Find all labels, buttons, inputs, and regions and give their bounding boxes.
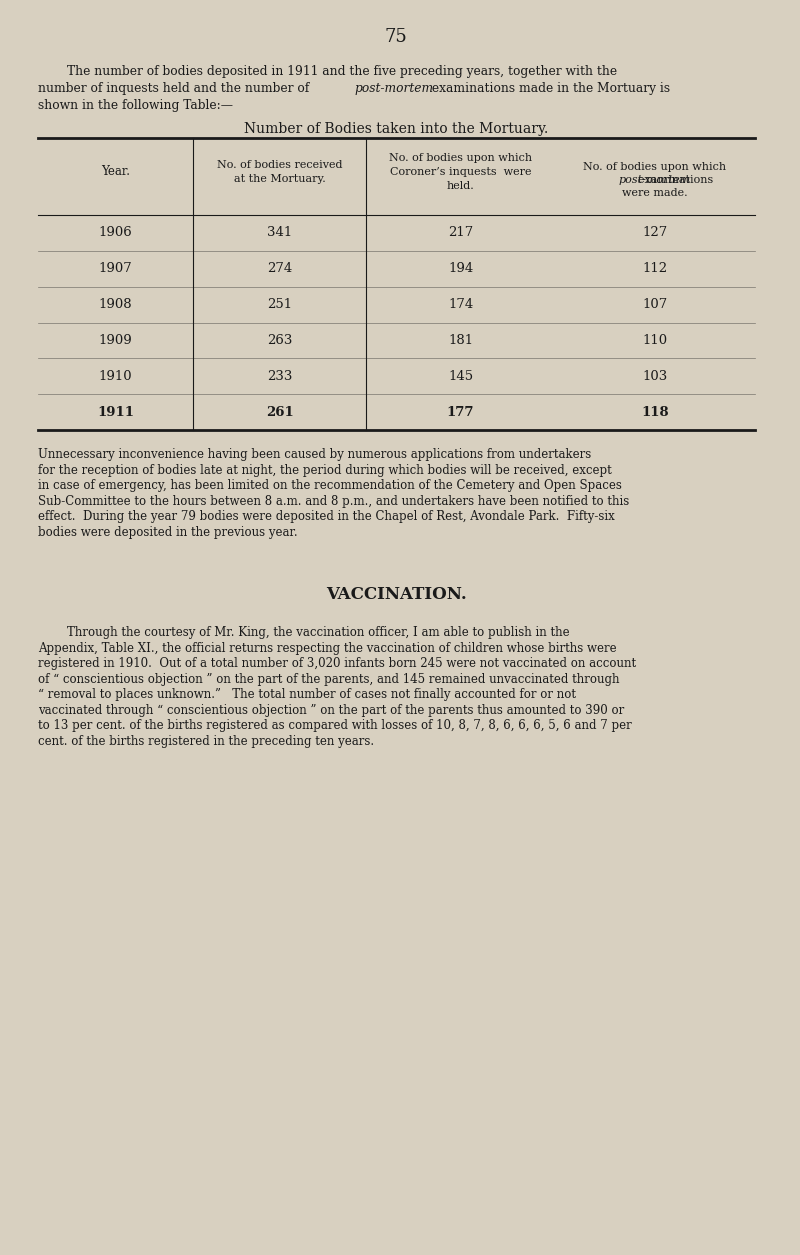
Text: 1908: 1908 [98, 299, 132, 311]
Text: 145: 145 [448, 370, 473, 383]
Text: “ removal to places unknown.”   The total number of cases not finally accounted : “ removal to places unknown.” The total … [38, 688, 576, 702]
Text: vaccinated through “ conscientious objection ” on the part of the parents thus a: vaccinated through “ conscientious objec… [38, 704, 624, 717]
Text: 1910: 1910 [98, 370, 132, 383]
Text: 110: 110 [642, 334, 667, 346]
Text: 118: 118 [641, 405, 669, 419]
Text: 341: 341 [267, 226, 293, 240]
Text: to 13 per cent. of the births registered as compared with losses of 10, 8, 7, 8,: to 13 per cent. of the births registered… [38, 719, 631, 732]
Text: 174: 174 [448, 299, 474, 311]
Text: number of inquests held and the number of: number of inquests held and the number o… [38, 82, 313, 95]
Text: 261: 261 [266, 405, 294, 419]
Text: shown in the following Table:—: shown in the following Table:— [38, 99, 233, 112]
Text: registered in 1910.  Out of a total number of 3,020 infants born 245 were not va: registered in 1910. Out of a total numbe… [38, 658, 636, 670]
Text: post-mortem: post-mortem [354, 82, 434, 95]
Text: Sub-Committee to the hours between 8 a.m. and 8 p.m., and undertakers have been : Sub-Committee to the hours between 8 a.m… [38, 494, 629, 507]
Text: Through the courtesy of Mr. King, the vaccination officer, I am able to publish : Through the courtesy of Mr. King, the va… [67, 626, 570, 639]
Text: No. of bodies upon which
Coroner’s inquests  were
held.: No. of bodies upon which Coroner’s inque… [389, 153, 532, 191]
Text: 1906: 1906 [98, 226, 132, 240]
Text: of “ conscientious objection ” on the part of the parents, and 145 remained unva: of “ conscientious objection ” on the pa… [38, 673, 619, 685]
Text: 233: 233 [267, 370, 293, 383]
Text: No. of bodies received
at the Mortuary.: No. of bodies received at the Mortuary. [217, 159, 342, 183]
Text: 194: 194 [448, 262, 474, 275]
Text: post-mortem: post-mortem [618, 174, 691, 184]
Text: 251: 251 [267, 299, 292, 311]
Text: 127: 127 [642, 226, 667, 240]
Text: cent. of the births registered in the preceding ten years.: cent. of the births registered in the pr… [38, 734, 374, 748]
Text: 103: 103 [642, 370, 667, 383]
Text: 1909: 1909 [98, 334, 132, 346]
Text: 112: 112 [642, 262, 667, 275]
Text: effect.  During the year 79 bodies were deposited in the Chapel of Rest, Avondal: effect. During the year 79 bodies were d… [38, 510, 614, 523]
Text: examinations made in the Mortuary is: examinations made in the Mortuary is [428, 82, 670, 95]
Text: Year.: Year. [101, 164, 130, 178]
Text: for the reception of bodies late at night, the period during which bodies will b: for the reception of bodies late at nigh… [38, 463, 611, 477]
Text: were made.: were made. [622, 187, 687, 197]
Text: VACCINATION.: VACCINATION. [326, 586, 466, 602]
Text: Appendix, Table XI., the official returns respecting the vaccination of children: Appendix, Table XI., the official return… [38, 641, 616, 655]
Text: No. of bodies upon which: No. of bodies upon which [583, 162, 726, 172]
Text: 107: 107 [642, 299, 667, 311]
Text: bodies were deposited in the previous year.: bodies were deposited in the previous ye… [38, 526, 298, 538]
Text: Number of Bodies taken into the Mortuary.: Number of Bodies taken into the Mortuary… [244, 122, 548, 136]
Text: 1911: 1911 [97, 405, 134, 419]
Text: examinations: examinations [596, 174, 714, 184]
Text: 177: 177 [447, 405, 474, 419]
Text: 263: 263 [267, 334, 293, 346]
Text: The number of bodies deposited in 1911 and the five preceding years, together wi: The number of bodies deposited in 1911 a… [67, 65, 618, 78]
Text: Unnecessary inconvenience having been caused by numerous applications from under: Unnecessary inconvenience having been ca… [38, 448, 591, 461]
Text: 217: 217 [448, 226, 474, 240]
Text: 75: 75 [385, 28, 407, 46]
Text: in case of emergency, has been limited on the recommendation of the Cemetery and: in case of emergency, has been limited o… [38, 479, 622, 492]
Text: 274: 274 [267, 262, 293, 275]
Text: 1907: 1907 [98, 262, 132, 275]
Text: 181: 181 [448, 334, 473, 346]
